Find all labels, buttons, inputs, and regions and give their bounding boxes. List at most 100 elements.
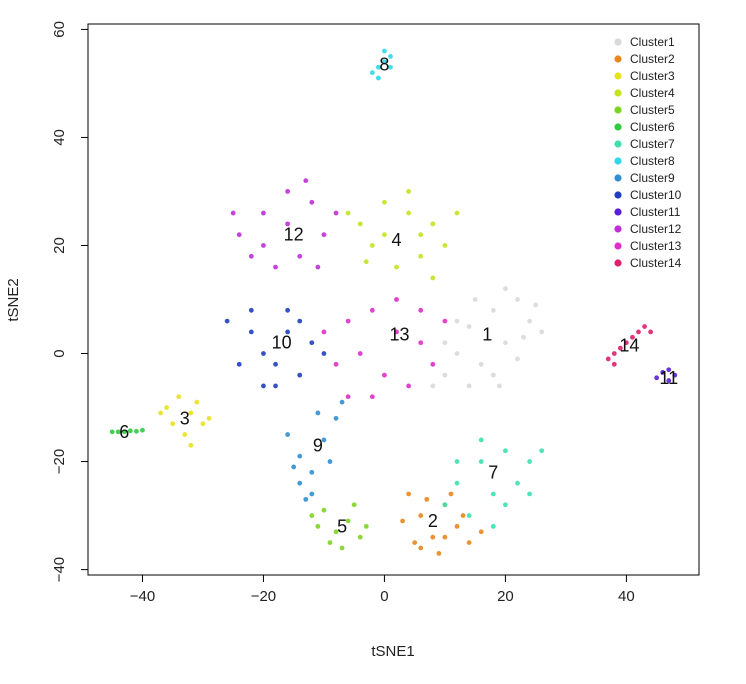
cluster-point <box>503 286 508 292</box>
cluster-label: 2 <box>428 511 438 531</box>
cluster-point <box>297 253 303 259</box>
cluster-point <box>369 70 375 76</box>
cluster-label: 7 <box>488 462 498 482</box>
cluster-point <box>442 534 448 540</box>
cluster-point <box>430 361 436 367</box>
legend-marker <box>614 208 622 216</box>
cluster-point <box>394 329 399 335</box>
legend-label: Cluster5 <box>630 103 675 117</box>
cluster-point <box>424 496 430 502</box>
cluster-point <box>273 361 278 367</box>
cluster-point <box>503 502 508 508</box>
cluster-point <box>406 210 412 216</box>
cluster-point <box>291 464 297 470</box>
legend-label: Cluster13 <box>630 239 682 253</box>
legend-label: Cluster9 <box>630 171 675 185</box>
cluster-point <box>406 491 412 497</box>
y-tick-label: 40 <box>51 129 68 146</box>
cluster-point <box>357 351 363 356</box>
cluster-point <box>454 210 460 216</box>
legend-marker <box>614 55 622 63</box>
cluster-point <box>127 428 133 434</box>
cluster-point <box>418 513 424 518</box>
legend-marker <box>614 259 622 267</box>
cluster-point <box>236 361 242 367</box>
cluster-point <box>442 243 448 248</box>
cluster-point <box>527 491 533 497</box>
legend-marker <box>614 225 622 233</box>
cluster-point <box>369 394 375 400</box>
cluster-point <box>406 189 412 194</box>
cluster-point <box>418 253 424 259</box>
y-tick-label: 20 <box>51 237 68 254</box>
cluster-point <box>382 59 387 65</box>
cluster-point <box>490 523 496 529</box>
cluster-point <box>460 513 466 518</box>
cluster-point <box>333 415 339 421</box>
cluster-point <box>285 221 291 227</box>
cluster-point <box>630 334 635 340</box>
cluster-point <box>115 429 121 435</box>
cluster-point <box>236 232 242 238</box>
cluster-label: 8 <box>379 55 389 75</box>
y-tick-label: −40 <box>51 557 68 582</box>
cluster-point <box>490 491 496 497</box>
cluster-label: 1 <box>482 325 492 345</box>
cluster-point <box>321 351 327 356</box>
cluster-point <box>478 437 484 443</box>
cluster-point <box>309 469 315 475</box>
cluster-point <box>527 459 533 464</box>
cluster-point <box>454 318 460 324</box>
cluster-point <box>357 221 363 227</box>
cluster-point <box>224 318 230 324</box>
legend-label: Cluster2 <box>630 52 675 66</box>
cluster-point <box>642 324 647 329</box>
cluster-point <box>660 370 666 375</box>
cluster-point <box>654 375 660 381</box>
axes: −40 −20 0 20 40 −40 −20 0 20 40 60 <box>51 21 635 605</box>
cluster-point <box>490 372 496 378</box>
cluster-point <box>418 545 424 551</box>
cluster-point <box>466 540 472 545</box>
x-tick-label: 20 <box>497 588 514 605</box>
legend-label: Cluster14 <box>630 256 682 270</box>
cluster-label: 14 <box>619 335 639 355</box>
cluster-point <box>321 507 327 513</box>
cluster-point <box>388 54 393 59</box>
cluster-label: 5 <box>337 516 347 536</box>
cluster-point <box>321 232 327 238</box>
cluster-point <box>339 399 345 405</box>
cluster-point <box>611 351 617 356</box>
cluster-point <box>333 361 339 367</box>
cluster-point <box>624 340 629 346</box>
cluster-point <box>436 550 442 556</box>
cluster-point <box>315 410 321 416</box>
cluster-point <box>261 210 266 216</box>
legend-label: Cluster10 <box>630 188 682 202</box>
cluster-point <box>666 378 672 383</box>
legend-marker <box>614 72 622 80</box>
cluster-point <box>406 383 412 389</box>
cluster-point <box>230 210 236 216</box>
cluster-point <box>182 432 188 437</box>
legend: Cluster1 Cluster2 Cluster3 Cluster4 Cluster5… <box>614 35 682 270</box>
legend-marker <box>614 157 622 165</box>
cluster-point <box>121 429 127 435</box>
cluster-label: 10 <box>272 333 292 353</box>
legend-marker <box>614 174 622 182</box>
cluster-point <box>321 437 327 443</box>
cluster-point <box>448 491 454 497</box>
cluster-point <box>454 459 460 464</box>
legend-label: Cluster1 <box>630 35 675 49</box>
legend-label: Cluster8 <box>630 154 675 168</box>
legend-label: Cluster11 <box>630 205 681 219</box>
cluster-point <box>297 372 303 378</box>
legend-label: Cluster7 <box>630 137 675 151</box>
legend-label: Cluster12 <box>630 222 682 236</box>
cluster-point <box>327 540 333 545</box>
cluster-point <box>430 383 436 389</box>
legend-label: Cluster4 <box>630 86 675 100</box>
cluster-point <box>309 199 315 205</box>
y-axis-label: tSNE2 <box>5 278 22 321</box>
